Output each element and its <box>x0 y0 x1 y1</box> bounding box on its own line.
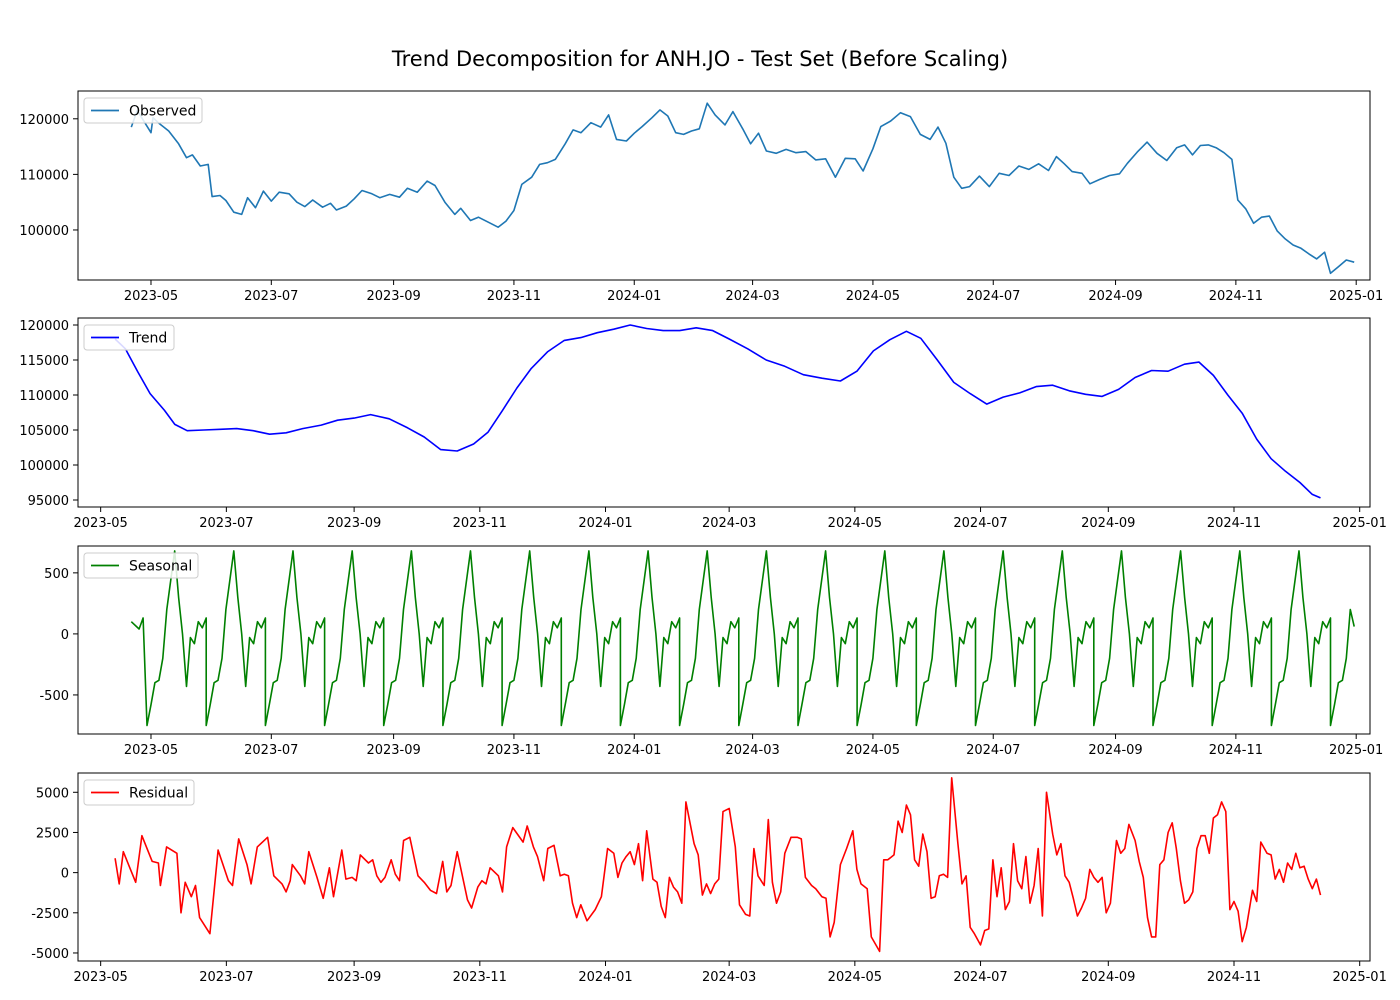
x-tick-label: 2023-09 <box>327 970 381 985</box>
x-tick-label: 2023-11 <box>487 289 541 304</box>
x-tick-label: 2024-05 <box>846 743 900 758</box>
y-tick-label: -500 <box>39 689 69 704</box>
x-tick-label: 2024-05 <box>828 970 882 985</box>
y-tick-label: 120000 <box>19 113 69 128</box>
y-tick-label: 0 <box>61 867 69 882</box>
x-tick-label: 2024-07 <box>953 970 1007 985</box>
y-tick-label: 115000 <box>19 354 69 369</box>
axes-frame <box>77 90 1371 281</box>
legend-box <box>83 779 195 806</box>
x-tick-label: 2023-11 <box>453 970 507 985</box>
chart-title: Trend Decomposition for ANH.JO - Test Se… <box>391 47 1008 71</box>
y-tick-label: 5000 <box>36 786 69 801</box>
legend-box <box>83 552 199 579</box>
y-tick-label: 110000 <box>19 389 69 404</box>
x-tick-label: 2025-01 <box>1333 970 1387 985</box>
axes-frame <box>77 545 1371 735</box>
x-tick-label: 2024-09 <box>1081 970 1135 985</box>
legend-label: Trend <box>128 331 167 347</box>
panel-seasonal: 2023-05 2023-07 2023-09 2023-11 2024-01 2024-… <box>39 545 1383 758</box>
x-tick-label: 2023-05 <box>74 970 128 985</box>
x-tick-label: 2024-03 <box>725 289 779 304</box>
x-tick-label: 2023-07 <box>244 289 298 304</box>
x-tick-label: 2023-11 <box>487 743 541 758</box>
axes-frame <box>77 317 1371 508</box>
series-line-observed <box>130 102 1355 275</box>
y-tick-label: 95000 <box>28 494 69 509</box>
legend-label: Observed <box>129 104 196 120</box>
x-tick-label: 2024-09 <box>1088 743 1142 758</box>
x-tick-label: 2023-07 <box>199 970 253 985</box>
y-tick-label: -2500 <box>31 907 69 922</box>
x-tick-label: 2024-01 <box>578 970 632 985</box>
axes-frame <box>77 772 1371 962</box>
x-tick-label: 2023-09 <box>366 743 420 758</box>
legend-label: Residual <box>129 786 188 802</box>
legend-label: Seasonal <box>129 559 192 575</box>
y-tick-label: 0 <box>61 628 69 643</box>
x-tick-label: 2024-07 <box>953 516 1007 531</box>
legend-box <box>83 97 203 124</box>
x-tick-label: 2024-11 <box>1209 289 1263 304</box>
panel-residual: 2023-05 2023-07 2023-09 2023-11 2024-01 2024-… <box>31 772 1387 985</box>
x-tick-label: 2024-09 <box>1088 289 1142 304</box>
y-tick-label: 105000 <box>19 424 69 439</box>
x-tick-label: 2023-09 <box>327 516 381 531</box>
x-tick-label: 2024-07 <box>966 743 1020 758</box>
x-tick-label: 2025-01 <box>1333 516 1387 531</box>
x-tick-label: 2024-11 <box>1207 516 1261 531</box>
y-tick-label: 500 <box>44 567 69 582</box>
x-tick-label: 2024-03 <box>702 970 756 985</box>
x-tick-label: 2025-01 <box>1329 289 1383 304</box>
x-tick-label: 2025-01 <box>1329 743 1383 758</box>
legend-box <box>83 324 175 351</box>
x-tick-label: 2024-05 <box>846 289 900 304</box>
panel-trend: 2023-05 2023-07 2023-09 2023-11 2024-01 2024-… <box>19 317 1387 531</box>
y-tick-label: 100000 <box>19 459 69 474</box>
x-tick-label: 2024-11 <box>1209 743 1263 758</box>
x-tick-label: 2024-05 <box>828 516 882 531</box>
series-line-residual <box>114 777 1322 953</box>
x-tick-label: 2024-01 <box>578 516 632 531</box>
panel-observed: 2023-05 2023-07 2023-09 2023-11 2024-01 2024-… <box>19 90 1383 304</box>
x-tick-label: 2024-03 <box>725 743 779 758</box>
y-tick-label: 110000 <box>19 168 69 183</box>
series-line-trend <box>114 324 1321 499</box>
y-tick-label: -5000 <box>31 947 69 962</box>
x-tick-label: 2024-01 <box>607 289 661 304</box>
x-tick-label: 2023-05 <box>74 516 128 531</box>
x-tick-label: 2023-11 <box>453 516 507 531</box>
x-tick-label: 2024-01 <box>607 743 661 758</box>
x-tick-label: 2023-05 <box>124 743 178 758</box>
x-tick-label: 2024-11 <box>1207 970 1261 985</box>
y-tick-label: 2500 <box>36 826 69 841</box>
x-tick-label: 2023-09 <box>366 289 420 304</box>
x-tick-label: 2024-07 <box>966 289 1020 304</box>
x-tick-label: 2024-09 <box>1081 516 1135 531</box>
x-tick-label: 2024-03 <box>702 516 756 531</box>
y-tick-label: 120000 <box>19 319 69 334</box>
series-line-seasonal <box>130 550 1355 727</box>
x-tick-label: 2023-07 <box>199 516 253 531</box>
x-tick-label: 2023-05 <box>124 289 178 304</box>
x-tick-label: 2023-07 <box>244 743 298 758</box>
y-tick-label: 100000 <box>19 224 69 239</box>
